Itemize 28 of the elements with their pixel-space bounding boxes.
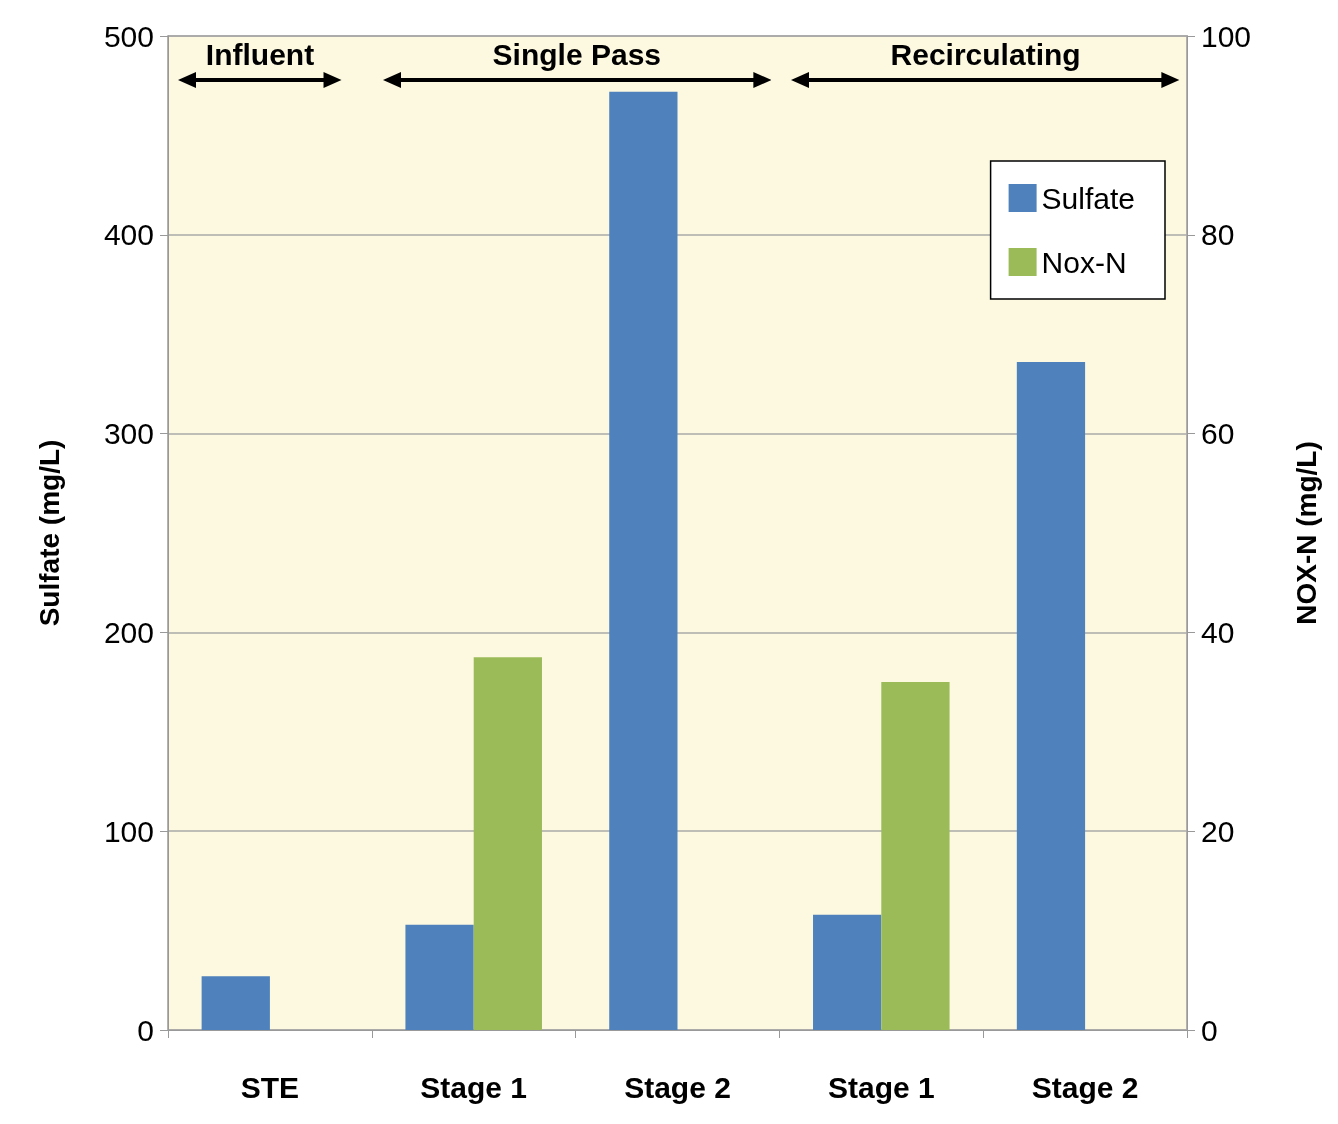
- y2-tick-label: 40: [1201, 615, 1235, 649]
- y2-tick-label: 60: [1201, 417, 1235, 451]
- bar: [405, 924, 474, 1030]
- y-axis-title: Sulfate (mg/L): [33, 439, 65, 627]
- y-tick-label: 300: [103, 417, 154, 451]
- annotation: Recirculating: [890, 37, 1081, 71]
- y2-tick-label: 20: [1201, 814, 1235, 848]
- x-tick-label: STE: [240, 1070, 300, 1104]
- x-tick-label: Stage 1: [827, 1070, 935, 1104]
- x-tick-label: Stage 2: [624, 1070, 731, 1104]
- annotation: Influent: [205, 37, 315, 71]
- y2-tick-label: 100: [1201, 19, 1252, 53]
- y-tick-label: 200: [103, 615, 154, 649]
- y2-tick-label: 0: [1201, 1013, 1218, 1047]
- y-tick-label: 400: [103, 218, 154, 252]
- y-tick-label: 0: [137, 1013, 154, 1047]
- annotation: Single Pass: [492, 37, 662, 71]
- y2-axis-title: NOX-N (mg/L): [1290, 441, 1322, 625]
- y-tick-label: 500: [103, 19, 154, 53]
- legend-label: Nox-N: [1041, 245, 1127, 279]
- legend-label: Sulfate: [1041, 181, 1136, 215]
- bar: [1016, 362, 1086, 1030]
- bar: [201, 976, 270, 1030]
- y2-tick-label: 80: [1201, 218, 1235, 252]
- x-tick-label: Stage 2: [1031, 1070, 1139, 1104]
- y-tick-label: 100: [103, 814, 154, 848]
- x-tick-label: Stage 1: [420, 1070, 528, 1104]
- bar: [609, 91, 678, 1030]
